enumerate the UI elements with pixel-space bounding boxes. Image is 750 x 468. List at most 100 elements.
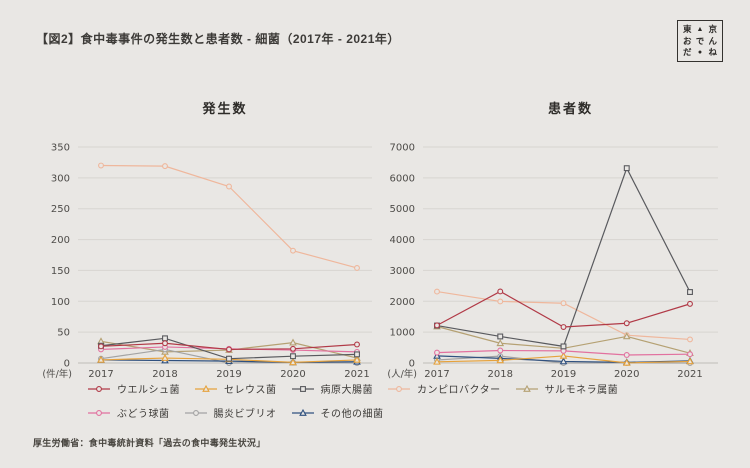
logo-char: 東	[683, 24, 692, 35]
series-line	[436, 166, 691, 348]
data-point-marker	[686, 357, 694, 365]
data-point-marker	[623, 320, 630, 327]
data-point-marker	[161, 353, 169, 361]
logo-char: で	[695, 35, 705, 46]
y-axis-tick-label: 350	[51, 143, 70, 154]
data-point-marker	[226, 355, 232, 362]
logo-row: 東 ▲ 京	[683, 25, 717, 34]
y-axis-tick-label: 100	[51, 297, 70, 308]
x-axis-tick-label: 2019	[551, 369, 576, 380]
legend-marker-icon	[195, 384, 217, 392]
logo-row: おでん	[683, 35, 717, 46]
x-axis-tick-label: 2021	[677, 369, 702, 380]
data-point-marker	[192, 409, 199, 416]
x-axis-tick-label: 2018	[488, 369, 513, 380]
legend-marker-icon	[88, 409, 110, 416]
y-axis-tick-label: 300	[51, 173, 70, 184]
figure-title: 【図2】食中毒事件の発生数と患者数 - 細菌（2017年 - 2021年）	[36, 32, 400, 46]
chart-plot: 0 50 100 150 200 250 300 350 2017 2018 2019 2020 202…	[42, 143, 372, 380]
chart-patients: 患者数 0 1000 2000 3000 4000 5000 6000 7000 2017 2018…	[385, 98, 725, 393]
y-axis-tick-label: 3000	[390, 266, 415, 277]
chart-title: 患者数	[547, 101, 593, 116]
series-circle	[434, 347, 693, 358]
axis-unit-label: (人/年)	[387, 368, 417, 380]
data-point-marker	[96, 409, 102, 416]
data-point-marker	[497, 333, 504, 340]
data-point-marker	[98, 162, 104, 169]
legend-item: 病原大腸菌	[291, 381, 374, 396]
chart-plot: 0 1000 2000 3000 4000 5000 6000 7000 2017 2018 201…	[387, 143, 718, 380]
y-axis-tick-label: 1000	[390, 328, 415, 339]
y-axis-tick-label: 0	[64, 359, 70, 370]
series-square	[434, 165, 693, 350]
data-point-marker	[96, 385, 102, 392]
logo-char: ん	[708, 35, 717, 46]
series-circle	[98, 162, 360, 271]
y-axis-tick-label: 200	[51, 235, 70, 246]
data-point-marker	[354, 351, 360, 358]
data-point-marker	[289, 338, 297, 346]
chart-legend: ウエルシュ菌 セレウス菌 病原大腸菌 カンピロバクター サルモネラ属菌ぶどう球菌 腸炎ビブ…	[88, 381, 688, 429]
data-point-marker	[623, 165, 630, 172]
data-point-marker	[560, 343, 567, 350]
data-point-marker	[162, 163, 168, 170]
data-point-marker	[290, 353, 296, 360]
data-point-marker	[290, 345, 296, 352]
logo-char: だ	[683, 46, 692, 57]
legend-label: その他の細菌	[320, 409, 384, 420]
dot-icon: ●	[697, 48, 703, 56]
y-axis-tick-label: 7000	[390, 143, 415, 154]
data-point-marker	[299, 385, 306, 392]
logo-row: だ ● ね	[683, 46, 717, 57]
data-point-marker	[396, 385, 402, 392]
data-point-marker	[560, 300, 567, 307]
y-axis-tick-label: 0	[409, 359, 415, 370]
data-point-marker	[622, 358, 631, 366]
y-axis-tick-label: 50	[57, 328, 70, 339]
x-axis-tick-label: 2021	[344, 369, 369, 380]
legend-label: サルモネラ属菌	[544, 385, 619, 396]
data-point-marker	[434, 322, 440, 329]
data-point-marker	[226, 346, 232, 353]
legend-marker-icon	[515, 384, 538, 392]
legend-marker-icon	[88, 385, 110, 392]
legend-label: セレウス菌	[224, 385, 277, 396]
data-point-marker	[497, 298, 504, 305]
data-point-marker	[290, 247, 296, 254]
data-point-marker	[433, 357, 441, 365]
data-point-marker	[289, 358, 297, 366]
source-note: 厚生労働省：食中毒統計資料「過去の食中毒発生状況」	[33, 438, 266, 448]
legend-marker-icon	[291, 385, 314, 392]
legend-label: カンピロバクター	[417, 385, 501, 396]
triangle-icon: ▲	[696, 26, 704, 34]
data-point-marker	[98, 343, 104, 350]
legend-item: ぶどう球菌	[88, 405, 170, 420]
legend-marker-icon	[291, 408, 314, 416]
legend-item: セレウス菌	[195, 381, 277, 396]
data-point-marker	[687, 351, 693, 358]
data-point-marker	[687, 300, 693, 307]
series-circle	[98, 340, 360, 353]
legend-item: その他の細菌	[291, 405, 384, 420]
legend-label: 腸炎ビブリオ	[213, 409, 277, 420]
legend-label: ウエルシュ菌	[117, 385, 180, 396]
x-axis-tick-label: 2020	[280, 369, 305, 380]
data-point-marker	[560, 324, 567, 330]
data-point-marker	[354, 341, 360, 348]
data-point-marker	[687, 289, 693, 295]
data-point-marker	[353, 355, 361, 363]
x-axis-tick-label: 2019	[216, 369, 241, 380]
data-point-marker	[497, 288, 504, 295]
data-point-marker	[298, 408, 307, 416]
y-axis-tick-label: 150	[51, 266, 70, 277]
chart-occurrences: 発生数 0 50 100 150 200 250 300 350 2017 2018 2019 2020…	[40, 98, 380, 393]
data-point-marker	[496, 339, 505, 347]
data-point-marker	[559, 351, 568, 359]
data-point-marker	[522, 384, 531, 392]
legend-item: カンピロバクター	[388, 381, 501, 396]
data-point-marker	[97, 355, 105, 363]
series-line	[436, 290, 691, 328]
tokyo-odendane-logo: 東 ▲ 京おでんだ ● ね	[677, 20, 723, 62]
y-axis-tick-label: 5000	[390, 204, 415, 215]
axis-unit-label: (件/年)	[42, 368, 72, 380]
